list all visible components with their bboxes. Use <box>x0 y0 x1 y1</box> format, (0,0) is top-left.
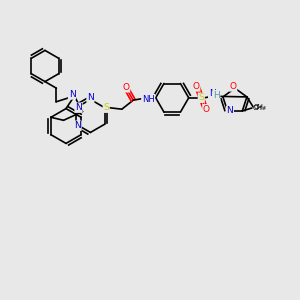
Text: CH₃: CH₃ <box>253 105 265 111</box>
Text: N: N <box>75 103 82 112</box>
Text: CH₃: CH₃ <box>254 103 266 109</box>
Text: H: H <box>213 91 220 100</box>
Text: N: N <box>209 89 215 98</box>
Text: NH: NH <box>142 94 155 103</box>
Text: O: O <box>193 82 200 91</box>
Text: S: S <box>198 93 204 102</box>
Text: N: N <box>74 121 81 130</box>
Text: O: O <box>122 83 130 92</box>
Text: N: N <box>226 106 233 116</box>
Text: N: N <box>87 93 94 102</box>
Text: S: S <box>103 103 109 112</box>
Text: O: O <box>203 105 210 114</box>
Text: O: O <box>230 82 237 91</box>
Text: N: N <box>69 90 75 99</box>
